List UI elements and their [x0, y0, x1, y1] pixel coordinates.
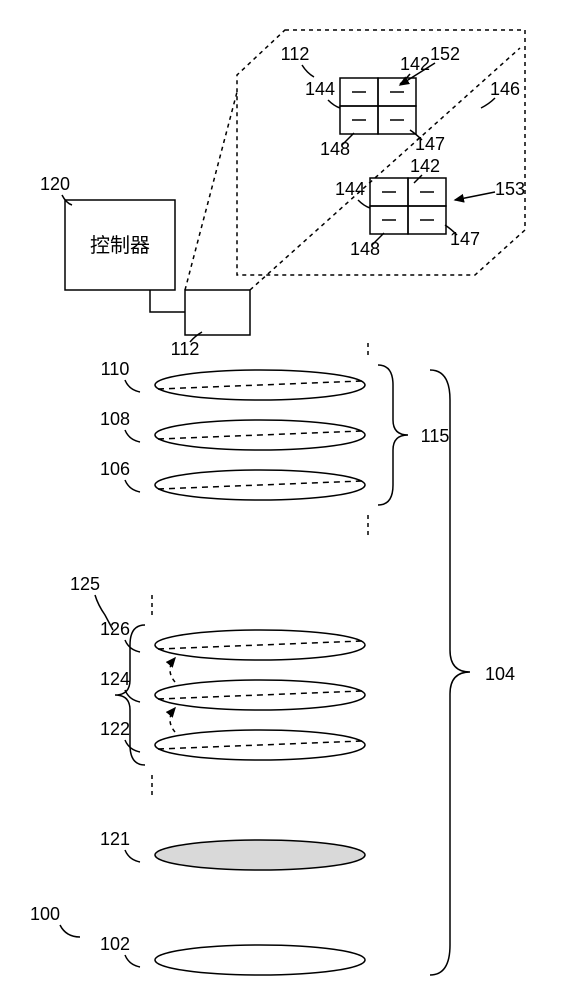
arrow-124-126: [170, 658, 175, 682]
label-142b: 142: [410, 156, 440, 176]
label-142a: 142: [400, 54, 430, 74]
label-124: 124: [100, 669, 130, 689]
zoom-line-left: [185, 92, 237, 290]
leader-146: [481, 98, 495, 108]
disk-110-diag: [158, 381, 362, 389]
label-110: 110: [101, 359, 130, 379]
sensor-group-152: [340, 78, 416, 134]
zoom-panel: [237, 30, 525, 275]
label-104: 104: [485, 664, 515, 684]
leader-153: [455, 192, 495, 200]
label-112b: 112: [281, 44, 310, 64]
disk-124-diag: [158, 691, 362, 699]
disk-126-diag: [158, 641, 362, 649]
label-122: 122: [100, 719, 130, 739]
label-120: 120: [40, 174, 70, 194]
label-102: 102: [100, 934, 130, 954]
label-115: 115: [421, 426, 450, 446]
leader-112b: [302, 65, 314, 77]
brace-115: [378, 365, 408, 505]
sensor-group-153: [370, 178, 446, 234]
leader-102: [125, 955, 140, 967]
label-100: 100: [30, 904, 60, 924]
disk-108-diag: [158, 431, 362, 439]
controller-to-sensor: [150, 290, 185, 312]
label-126: 126: [100, 619, 130, 639]
leader-142b: [414, 175, 422, 183]
label-146: 146: [490, 79, 520, 99]
brace-125: [115, 625, 145, 765]
label-121: 121: [100, 829, 130, 849]
leader-121: [125, 850, 140, 862]
label-153: 153: [495, 179, 525, 199]
leader-108: [125, 430, 140, 442]
zoom-line-right: [250, 48, 520, 290]
disk-122-diag: [158, 741, 362, 749]
label-144b: 144: [335, 179, 365, 199]
controller-label: 控制器: [90, 234, 150, 257]
leader-126: [125, 640, 140, 652]
leader-144a: [328, 100, 340, 108]
sensor-small: [185, 290, 250, 335]
label-106: 106: [100, 459, 130, 479]
leader-100: [60, 925, 80, 937]
leader-110: [125, 380, 140, 392]
disk-106-diag: [158, 481, 362, 489]
label-144a: 144: [305, 79, 335, 99]
label-112a: 112: [171, 339, 200, 359]
label-125: 125: [70, 574, 100, 594]
leader-144b: [358, 200, 370, 208]
leader-106: [125, 480, 140, 492]
label-108: 108: [100, 409, 130, 429]
disk-102: [155, 945, 365, 975]
brace-104: [430, 370, 470, 975]
label-152: 152: [430, 44, 460, 64]
arrow-122-124: [170, 708, 175, 732]
leader-122: [125, 740, 140, 752]
